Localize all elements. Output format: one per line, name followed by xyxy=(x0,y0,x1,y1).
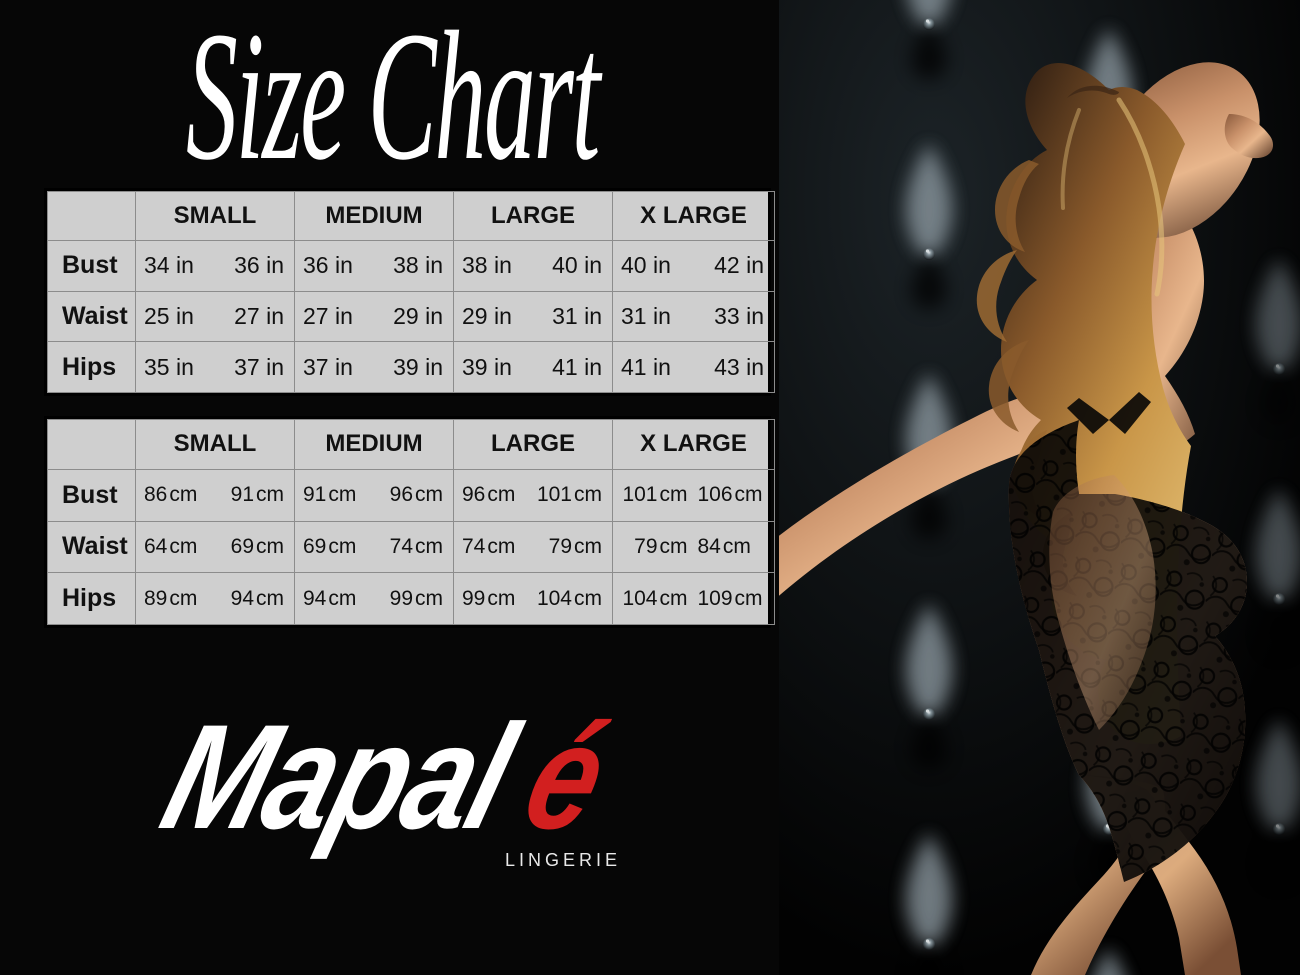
svg-text:Mapal: Mapal xyxy=(150,700,535,860)
svg-text:é: é xyxy=(509,700,625,860)
